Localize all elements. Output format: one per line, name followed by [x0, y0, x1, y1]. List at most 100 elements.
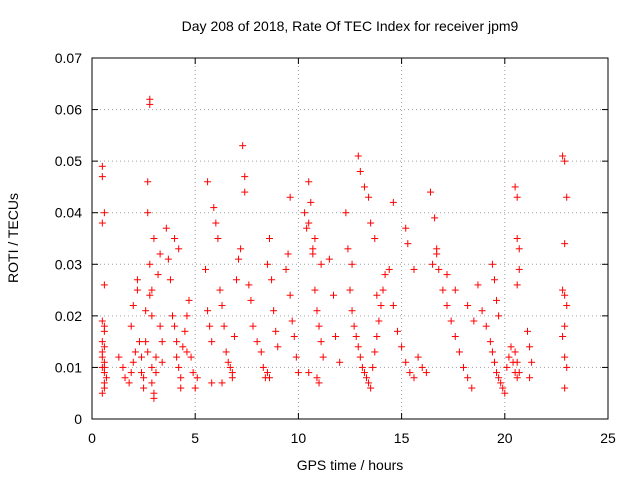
data-point — [561, 240, 569, 248]
data-point — [177, 384, 185, 392]
data-point — [561, 384, 569, 392]
data-point — [272, 327, 280, 335]
data-point — [369, 363, 377, 371]
data-point — [513, 281, 521, 289]
chart-title: Day 208 of 2018, Rate Of TEC Index for r… — [182, 18, 519, 34]
data-point — [325, 255, 333, 263]
data-point — [100, 363, 108, 371]
data-point — [474, 281, 482, 289]
data-point — [148, 286, 156, 294]
data-point — [228, 374, 236, 382]
data-point — [410, 265, 418, 273]
data-point — [342, 209, 350, 217]
data-point — [311, 286, 319, 294]
data-point — [303, 224, 311, 232]
data-point — [135, 338, 143, 346]
data-point — [313, 374, 321, 382]
data-point — [241, 188, 249, 196]
data-point — [451, 332, 459, 340]
data-point — [493, 369, 501, 377]
data-point — [263, 369, 271, 377]
data-point — [464, 374, 472, 382]
data-point — [490, 276, 498, 284]
x-tick-label: 25 — [600, 430, 616, 446]
data-point — [175, 245, 183, 253]
data-point — [100, 322, 108, 330]
data-point — [142, 338, 150, 346]
data-point — [158, 358, 166, 366]
x-axis-label: GPS time / hours — [297, 457, 404, 473]
data-point — [398, 343, 406, 351]
data-point — [193, 374, 201, 382]
y-axis-label: ROTI / TECUs — [5, 193, 21, 283]
data-point — [478, 307, 486, 315]
data-point — [443, 302, 451, 310]
data-point — [439, 286, 447, 294]
data-point — [418, 363, 426, 371]
data-point — [426, 188, 434, 196]
data-point — [150, 394, 158, 402]
data-point — [309, 245, 317, 253]
data-point — [187, 353, 195, 361]
data-point — [561, 291, 569, 299]
data-point — [513, 193, 521, 201]
data-point — [156, 322, 164, 330]
data-point — [379, 286, 387, 294]
data-point — [315, 379, 323, 387]
data-point — [189, 369, 197, 377]
data-point — [284, 250, 292, 258]
data-point — [218, 302, 226, 310]
data-point — [266, 235, 274, 242]
data-point — [373, 291, 381, 299]
data-point — [102, 374, 110, 382]
data-point — [344, 245, 352, 253]
data-point — [218, 379, 226, 387]
data-point — [443, 271, 451, 279]
data-point — [204, 307, 212, 315]
data-point — [133, 276, 141, 284]
data-point — [235, 255, 243, 263]
data-point — [166, 276, 174, 284]
data-point — [365, 379, 373, 387]
data-point — [561, 322, 569, 330]
data-point — [497, 379, 505, 387]
data-point — [253, 338, 261, 346]
data-point — [371, 348, 379, 356]
data-point — [274, 343, 282, 351]
data-point — [563, 302, 571, 310]
data-point — [173, 353, 181, 361]
data-point — [315, 322, 323, 330]
data-point — [144, 209, 152, 217]
data-point — [305, 369, 313, 377]
data-point — [144, 178, 152, 186]
x-tick-labels: 0 5 10 15 20 25 — [88, 430, 616, 446]
data-point — [511, 348, 519, 356]
data-point — [563, 193, 571, 201]
data-point — [220, 322, 228, 330]
data-point — [429, 260, 437, 268]
data-point — [422, 369, 430, 377]
data-point — [204, 178, 212, 186]
data-point — [270, 307, 278, 315]
data-point — [286, 193, 294, 201]
data-point — [365, 193, 373, 201]
data-point — [129, 358, 137, 366]
data-point — [216, 286, 224, 294]
data-point — [282, 265, 290, 273]
data-point — [447, 317, 455, 325]
data-point — [146, 260, 154, 268]
data-point — [493, 296, 501, 304]
data-point — [354, 152, 362, 160]
data-point — [505, 353, 513, 361]
data-point — [294, 369, 302, 377]
data-point — [488, 260, 496, 268]
y-tick-label: 0.06 — [55, 102, 82, 118]
data-point — [524, 327, 532, 335]
data-point — [171, 235, 179, 242]
data-point — [559, 286, 567, 294]
data-point — [202, 265, 210, 273]
data-point — [125, 379, 133, 387]
data-point — [100, 384, 108, 392]
data-point — [363, 374, 371, 382]
data-point — [307, 198, 315, 206]
